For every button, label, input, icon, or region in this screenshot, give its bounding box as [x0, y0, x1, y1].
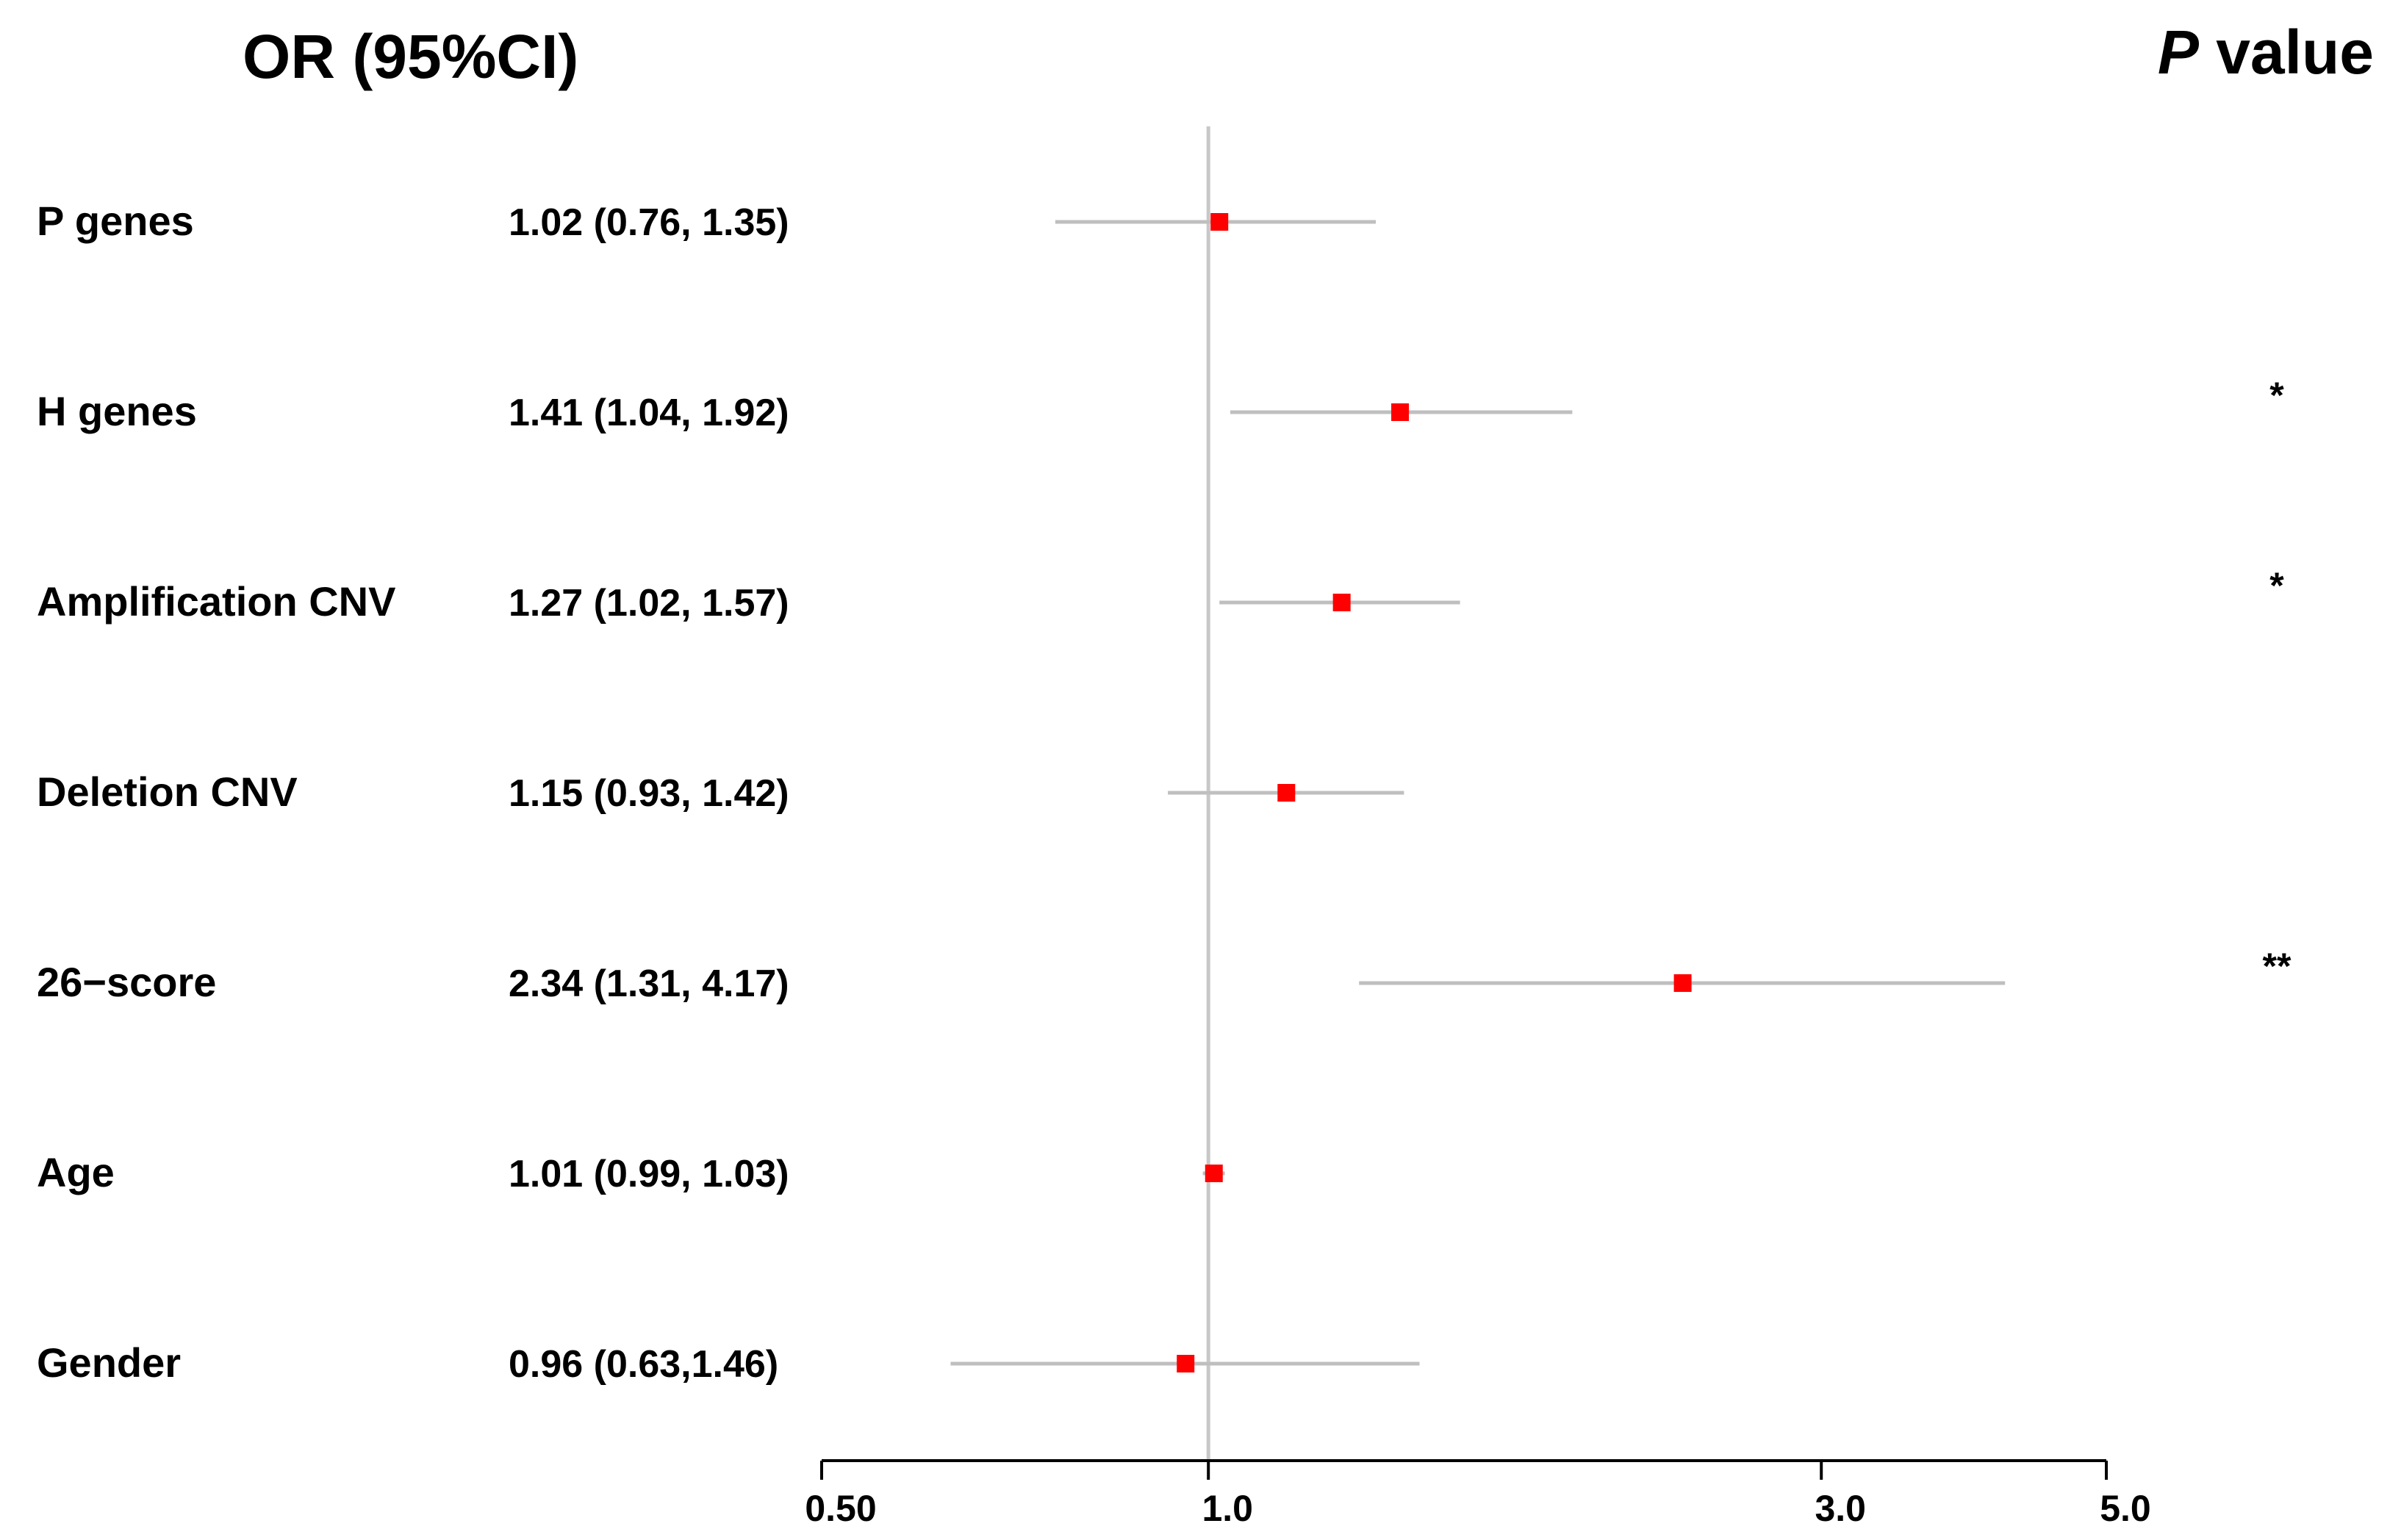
- or-point: [1673, 974, 1692, 992]
- row-2: H genes 1.41 (1.04, 1.92) *: [37, 375, 2284, 434]
- row-label: H genes: [37, 388, 197, 434]
- x-axis: 0.50 1.0 3.0 5.0: [805, 1459, 2151, 1529]
- x-tick-label: 1.0: [1202, 1488, 1253, 1529]
- row-label: Age: [37, 1149, 115, 1195]
- row-or-ci-text: 1.41 (1.04, 1.92): [509, 392, 789, 434]
- row-7: Gender 0.96 (0.63,1.46): [37, 1339, 1420, 1386]
- row-3: Amplification CNV 1.27 (1.02, 1.57) *: [37, 565, 2284, 625]
- x-tick-label: 5.0: [2100, 1488, 2151, 1529]
- row-4: Deletion CNV 1.15 (0.93, 1.42): [37, 769, 1404, 815]
- row-6: Age 1.01 (0.99, 1.03): [37, 1149, 1225, 1195]
- row-label: Gender: [37, 1339, 181, 1386]
- significance-mark: *: [2269, 565, 2284, 606]
- significance-mark: *: [2269, 375, 2284, 416]
- row-label: Deletion CNV: [37, 769, 298, 815]
- row-label: 26−score: [37, 959, 216, 1005]
- row-5: 26−score 2.34 (1.31, 4.17) **: [37, 946, 2292, 1005]
- or-ci-header: OR (95%CI): [243, 22, 578, 91]
- or-point: [1391, 403, 1410, 421]
- p-value-header: P value: [2158, 18, 2374, 87]
- or-point: [1210, 213, 1229, 231]
- row-or-ci-text: 1.27 (1.02, 1.57): [509, 582, 789, 625]
- p-value-header-rest: value: [2199, 18, 2374, 87]
- row-or-ci-text: 2.34 (1.31, 4.17): [509, 962, 789, 1005]
- row-or-ci-text: 0.96 (0.63,1.46): [509, 1343, 778, 1386]
- or-point: [1332, 594, 1351, 611]
- row-label: P genes: [37, 198, 194, 244]
- x-tick-label: 3.0: [1815, 1488, 1866, 1529]
- or-point: [1277, 784, 1296, 802]
- or-point: [1205, 1165, 1223, 1182]
- x-tick-label: 0.50: [805, 1488, 876, 1529]
- row-label: Amplification CNV: [37, 578, 395, 625]
- row-or-ci-text: 1.02 (0.76, 1.35): [509, 201, 789, 244]
- or-point: [1177, 1355, 1195, 1372]
- row-1: P genes 1.02 (0.76, 1.35): [37, 198, 1377, 244]
- row-or-ci-text: 1.01 (0.99, 1.03): [509, 1153, 789, 1195]
- p-value-header-italic: P: [2158, 18, 2200, 87]
- row-or-ci-text: 1.15 (0.93, 1.42): [509, 772, 789, 815]
- rows-layer: P genes 1.02 (0.76, 1.35) H genes 1.41 (1.0…: [37, 198, 2292, 1386]
- significance-mark: **: [2263, 946, 2292, 987]
